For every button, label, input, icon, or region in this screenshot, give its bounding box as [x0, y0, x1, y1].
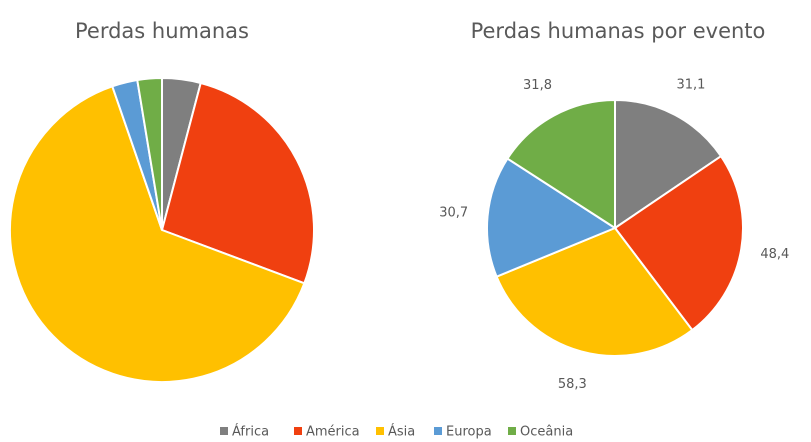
legend-swatch: [220, 427, 228, 435]
chart-title: Perdas humanas: [75, 19, 249, 43]
pie-slice: [160, 81, 315, 285]
legend-label: Oceânia: [520, 425, 573, 440]
pie-slice: [506, 98, 616, 230]
legend-swatch: [434, 427, 442, 435]
pie-slice: [136, 76, 163, 231]
chart-title: Perdas humanas por evento: [471, 19, 766, 43]
legend-label: África: [232, 424, 269, 440]
legend-swatch: [294, 427, 302, 435]
legend-label: Ásia: [388, 424, 415, 440]
pie-slice: [613, 154, 744, 332]
pie-slice: [495, 226, 694, 357]
legend-label: Europa: [446, 425, 492, 440]
legend-label: América: [306, 425, 360, 440]
data-label: 30,7: [439, 206, 468, 221]
pie-slice: [614, 98, 723, 230]
data-label: 48,4: [760, 247, 789, 262]
legend-swatch: [376, 427, 384, 435]
pie-slice: [486, 157, 618, 278]
data-label: 31,8: [523, 78, 552, 93]
pie-slice: [9, 85, 306, 383]
data-label: 58,3: [558, 377, 587, 392]
legend-swatch: [508, 427, 516, 435]
data-label: 31,1: [676, 77, 705, 92]
